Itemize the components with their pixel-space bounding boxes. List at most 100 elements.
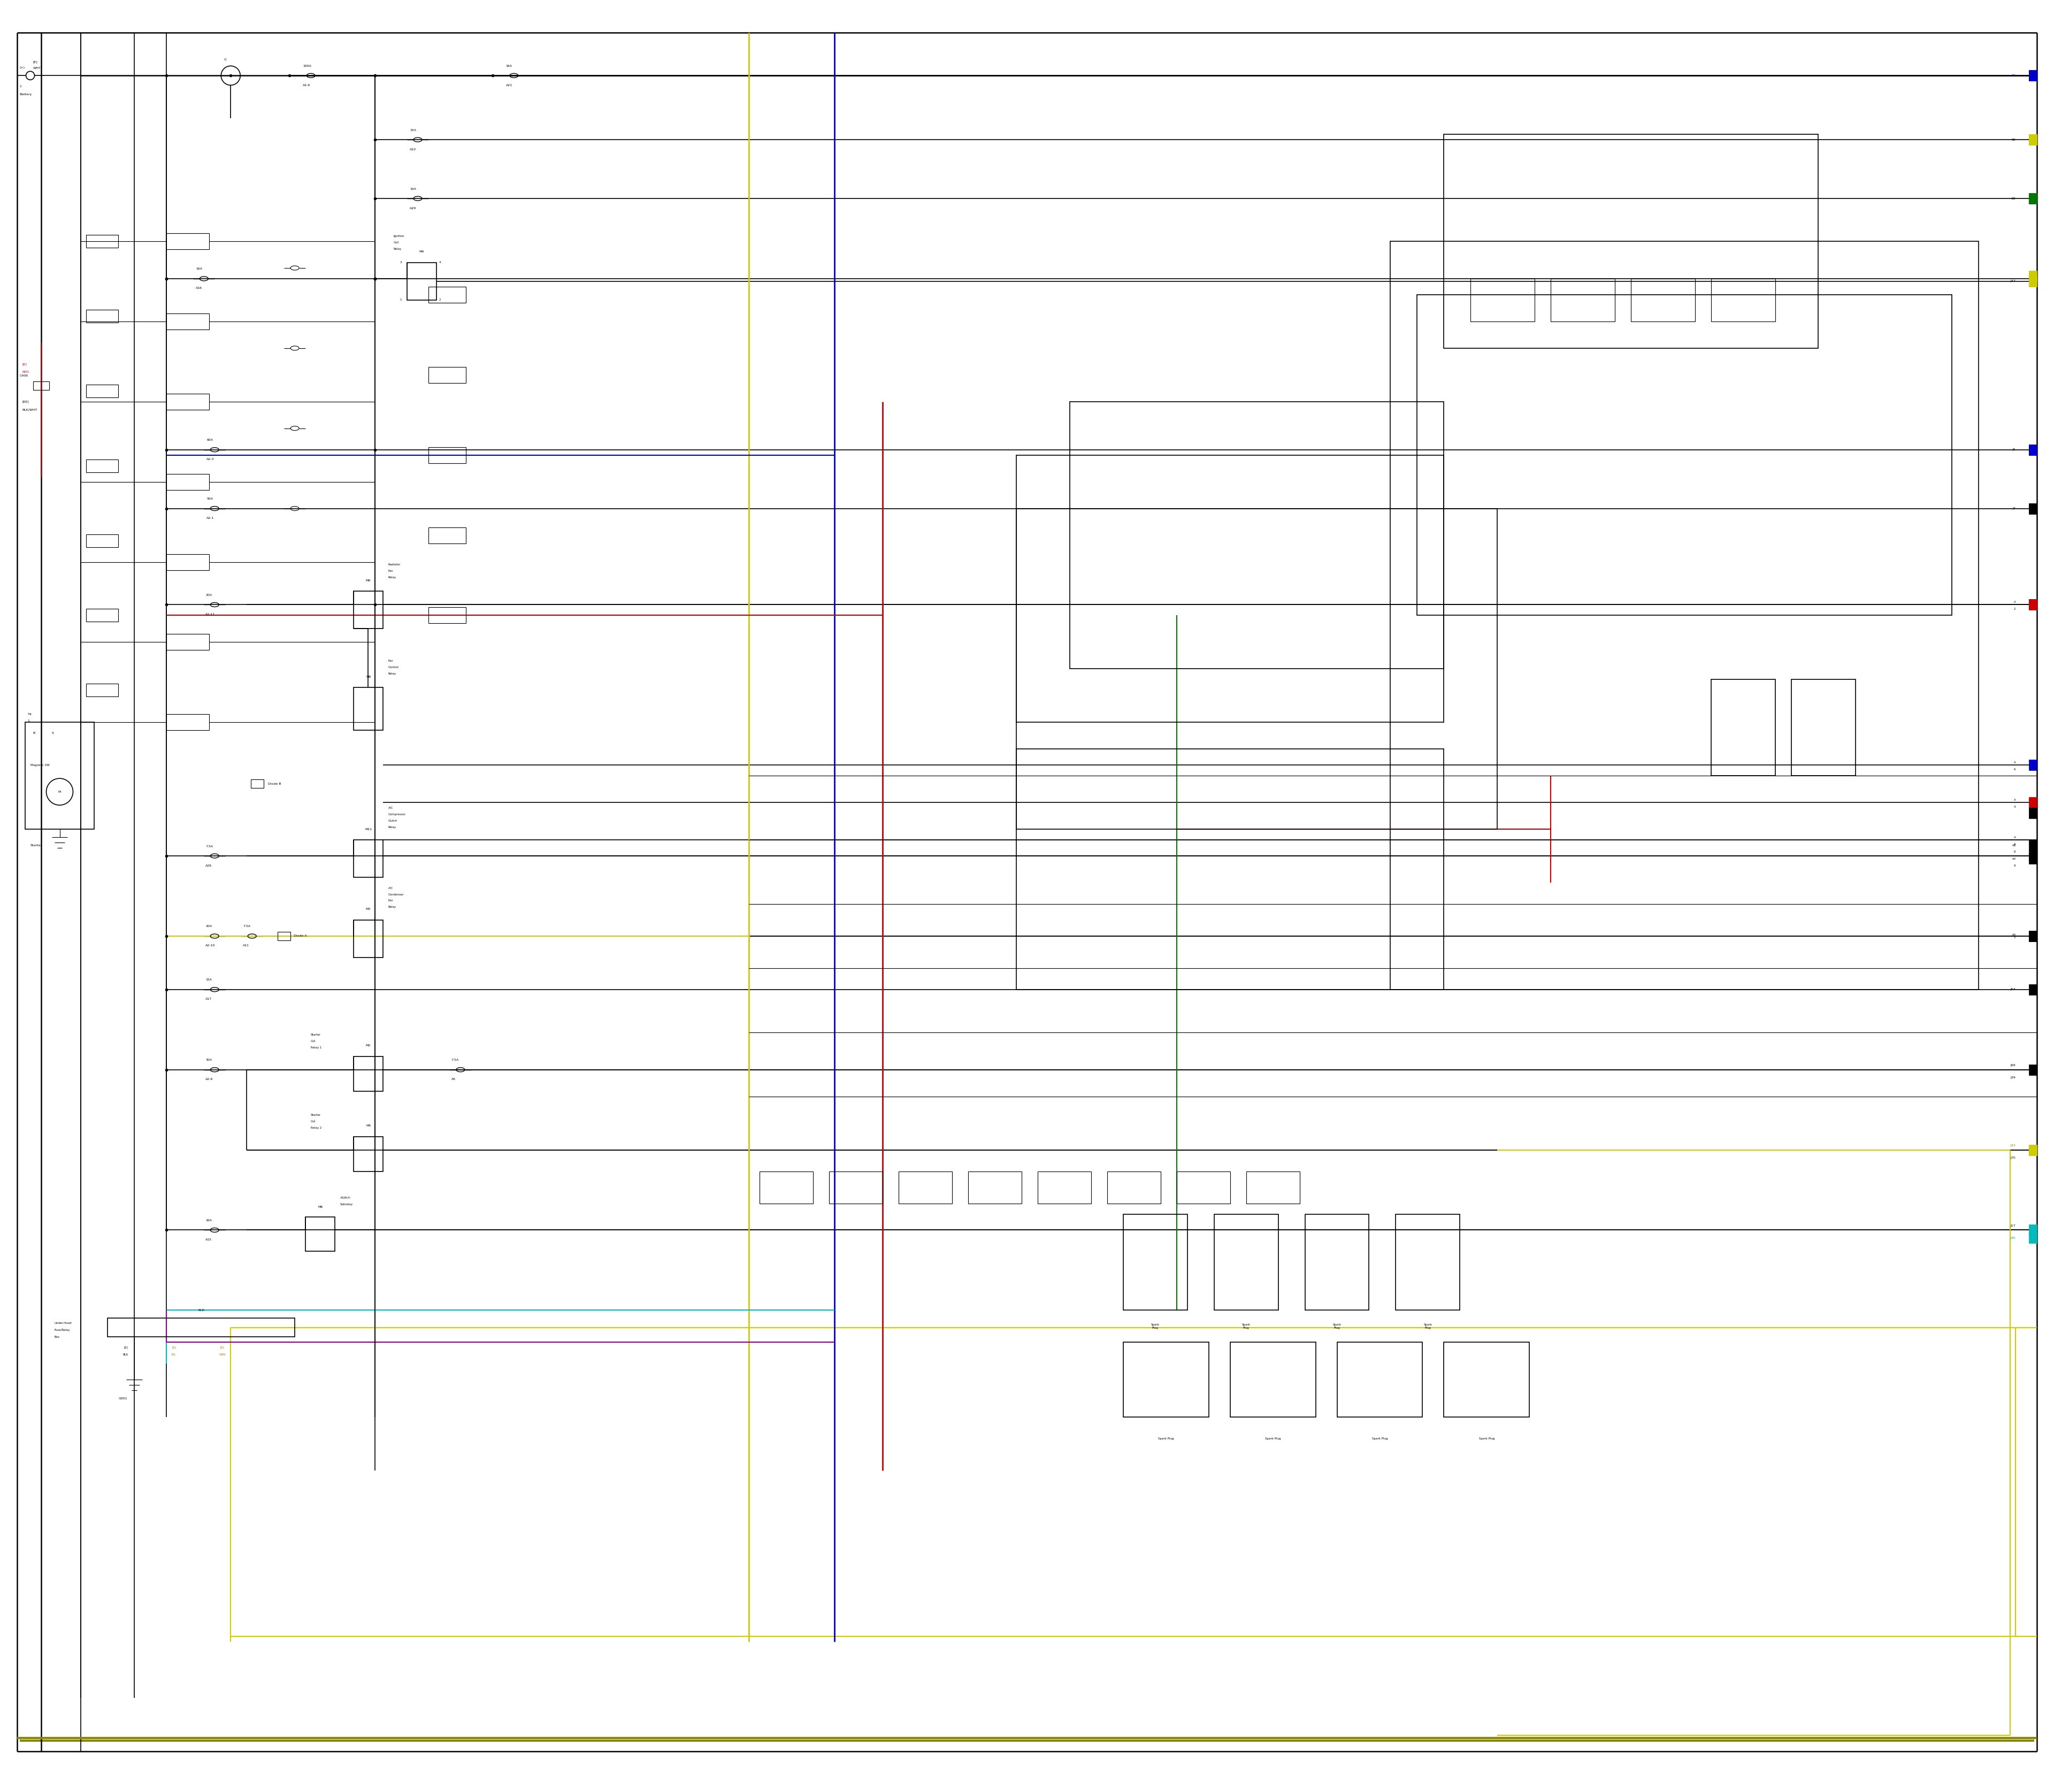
Text: WHT: WHT	[33, 66, 41, 70]
Text: ELD: ELD	[197, 1308, 205, 1312]
Bar	[2029, 70, 2038, 81]
Bar	[166, 233, 210, 249]
Bar	[306, 1217, 335, 1251]
Bar	[1214, 1213, 1278, 1310]
Bar	[2029, 760, 2038, 771]
Bar	[1037, 1172, 1091, 1202]
Text: A2-10: A2-10	[205, 944, 216, 946]
Bar	[429, 367, 466, 383]
Text: Spark
Plug: Spark Plug	[1243, 1322, 1251, 1330]
Text: 1: 1	[27, 719, 29, 722]
Bar	[107, 1319, 296, 1337]
Text: J54: J54	[2011, 987, 2015, 991]
Bar	[1711, 679, 1775, 776]
Bar	[1247, 1172, 1300, 1202]
Text: Diode A: Diode A	[294, 935, 306, 937]
Text: J5: J5	[2013, 448, 2015, 452]
Bar	[2029, 840, 2038, 851]
Bar	[2029, 1145, 2038, 1156]
Text: A21: A21	[505, 84, 511, 86]
Bar	[353, 1055, 382, 1091]
Text: A2-11: A2-11	[205, 613, 216, 616]
Text: nA
5: nA 5	[2011, 934, 2015, 939]
Text: Relay: Relay	[388, 826, 396, 828]
Bar	[2029, 1233, 2038, 1244]
Text: Coil: Coil	[394, 240, 398, 244]
Bar	[1417, 294, 1951, 615]
Bar	[2029, 194, 2038, 204]
Text: Battery: Battery	[21, 93, 33, 95]
Bar	[166, 473, 210, 489]
Bar	[277, 932, 290, 941]
Bar	[2029, 194, 2038, 204]
Text: M6: M6	[318, 1206, 322, 1208]
Text: M4: M4	[419, 251, 425, 253]
Bar	[429, 446, 466, 462]
Bar	[353, 919, 382, 957]
Bar	[1017, 749, 1444, 989]
Text: [E]: [E]	[23, 362, 27, 366]
Bar	[2029, 930, 2038, 941]
Text: Relay 1: Relay 1	[310, 1047, 322, 1048]
Text: S9: S9	[2011, 138, 2015, 142]
Text: Cut: Cut	[310, 1120, 316, 1124]
Text: YEL: YEL	[170, 1353, 177, 1357]
Text: M2: M2	[366, 1045, 372, 1047]
Bar	[166, 554, 210, 570]
Text: M8: M8	[366, 676, 372, 677]
Text: M3: M3	[366, 909, 372, 910]
Text: G9: G9	[2011, 197, 2015, 201]
Text: M: M	[58, 790, 62, 794]
Text: 15A: 15A	[205, 978, 212, 982]
Text: A5: A5	[452, 1079, 456, 1081]
Text: J17: J17	[2011, 1224, 2015, 1228]
Text: Fan: Fan	[388, 900, 394, 901]
Text: A22: A22	[409, 149, 417, 151]
Bar	[1711, 280, 1775, 321]
Text: A29: A29	[409, 206, 417, 210]
Text: RED: RED	[23, 371, 29, 373]
Text: G: G	[224, 57, 226, 61]
Text: 16A: 16A	[195, 267, 203, 271]
Text: J3: J3	[2013, 507, 2015, 511]
Bar	[2029, 930, 2038, 941]
Text: Fuse/Relay: Fuse/Relay	[53, 1330, 70, 1331]
Bar	[86, 609, 119, 622]
Bar	[353, 591, 382, 629]
Text: Ignition: Ignition	[394, 235, 405, 237]
Bar	[2029, 599, 2038, 609]
Bar	[1070, 401, 1444, 668]
Text: Starter: Starter	[310, 1115, 320, 1116]
Text: A16: A16	[195, 287, 203, 290]
Text: Spark Plug: Spark Plug	[1158, 1437, 1173, 1439]
Text: 7.5A: 7.5A	[452, 1059, 458, 1061]
Text: J42: J42	[2011, 280, 2015, 283]
Text: Starter: Starter	[31, 844, 41, 846]
Text: A/C: A/C	[388, 887, 394, 889]
Bar	[86, 235, 119, 247]
Text: A26: A26	[205, 864, 212, 867]
Text: Spark Plug: Spark Plug	[1372, 1437, 1389, 1439]
Text: Fan: Fan	[388, 570, 394, 572]
Bar	[2029, 1064, 2038, 1075]
Bar	[1444, 134, 1818, 348]
Text: 15A: 15A	[409, 129, 417, 131]
Bar	[760, 1172, 813, 1202]
Text: Subrelay: Subrelay	[341, 1202, 353, 1206]
Bar	[429, 527, 466, 543]
Text: S9: S9	[2011, 73, 2015, 77]
Bar	[429, 287, 466, 303]
Text: 20A: 20A	[205, 925, 212, 928]
Text: Fan: Fan	[388, 659, 394, 663]
Bar	[166, 394, 210, 410]
Bar	[2029, 1224, 2038, 1235]
Bar	[2029, 444, 2038, 455]
Bar	[86, 310, 119, 323]
Text: Condenser: Condenser	[388, 892, 405, 896]
Text: ORN: ORN	[220, 1353, 226, 1357]
Bar	[2029, 504, 2038, 514]
Text: S: S	[51, 731, 53, 735]
Bar	[2029, 70, 2038, 81]
Bar	[1337, 1342, 1423, 1417]
Bar	[166, 715, 210, 731]
